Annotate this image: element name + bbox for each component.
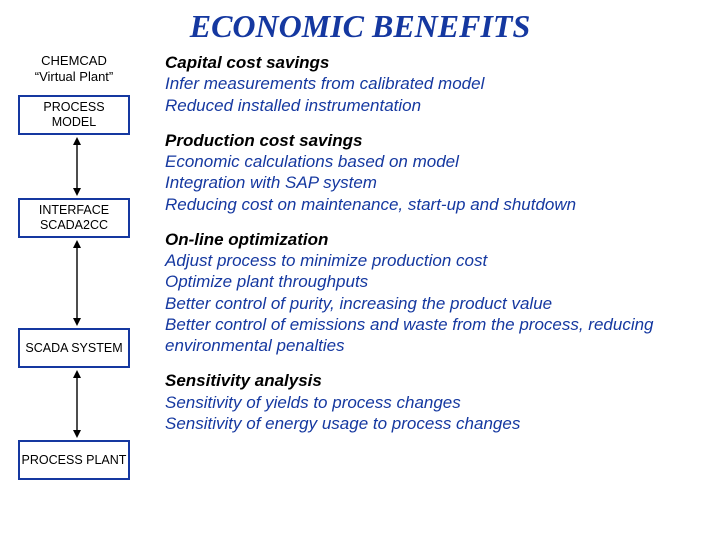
double-arrow-icon bbox=[72, 370, 76, 438]
section-heading: Sensitivity analysis bbox=[165, 370, 710, 391]
section-heading: Capital cost savings bbox=[165, 52, 710, 73]
section-item: Infer measurements from calibrated model bbox=[165, 73, 710, 94]
text-column: Capital cost savingsInfer measurements f… bbox=[155, 50, 720, 530]
diagram-node: SCADA SYSTEM bbox=[18, 328, 130, 368]
section-item: Better control of purity, increasing the… bbox=[165, 293, 710, 314]
content-layout: CHEMCAD “Virtual Plant” PROCESS MODEL INT… bbox=[0, 50, 720, 530]
diagram-top-label: CHEMCAD “Virtual Plant” bbox=[14, 53, 134, 86]
section-item: Sensitivity of energy usage to process c… bbox=[165, 413, 710, 434]
section-item: Optimize plant throughputs bbox=[165, 271, 710, 292]
section-item: Better control of emissions and waste fr… bbox=[165, 314, 710, 357]
section-heading: Production cost savings bbox=[165, 130, 710, 151]
benefit-section: Production cost savingsEconomic calculat… bbox=[165, 130, 710, 215]
double-arrow-icon bbox=[72, 137, 76, 196]
section-item: Reduced installed instrumentation bbox=[165, 95, 710, 116]
section-item: Economic calculations based on model bbox=[165, 151, 710, 172]
diagram-column: CHEMCAD “Virtual Plant” PROCESS MODEL INT… bbox=[0, 50, 155, 530]
section-heading: On-line optimization bbox=[165, 229, 710, 250]
section-item: Adjust process to minimize production co… bbox=[165, 250, 710, 271]
diagram-node: PROCESS PLANT bbox=[18, 440, 130, 480]
section-item: Sensitivity of yields to process changes bbox=[165, 392, 710, 413]
benefit-section: On-line optimizationAdjust process to mi… bbox=[165, 229, 710, 357]
top-label-line1: CHEMCAD bbox=[41, 53, 107, 68]
diagram-node: INTERFACE SCADA2CC bbox=[18, 198, 130, 238]
benefit-section: Capital cost savingsInfer measurements f… bbox=[165, 52, 710, 116]
section-item: Integration with SAP system bbox=[165, 172, 710, 193]
diagram-node: PROCESS MODEL bbox=[18, 95, 130, 135]
benefit-section: Sensitivity analysisSensitivity of yield… bbox=[165, 370, 710, 434]
page-title: ECONOMIC BENEFITS bbox=[0, 0, 720, 50]
double-arrow-icon bbox=[72, 240, 76, 326]
section-item: Reducing cost on maintenance, start-up a… bbox=[165, 194, 710, 215]
top-label-line2: “Virtual Plant” bbox=[35, 69, 114, 84]
